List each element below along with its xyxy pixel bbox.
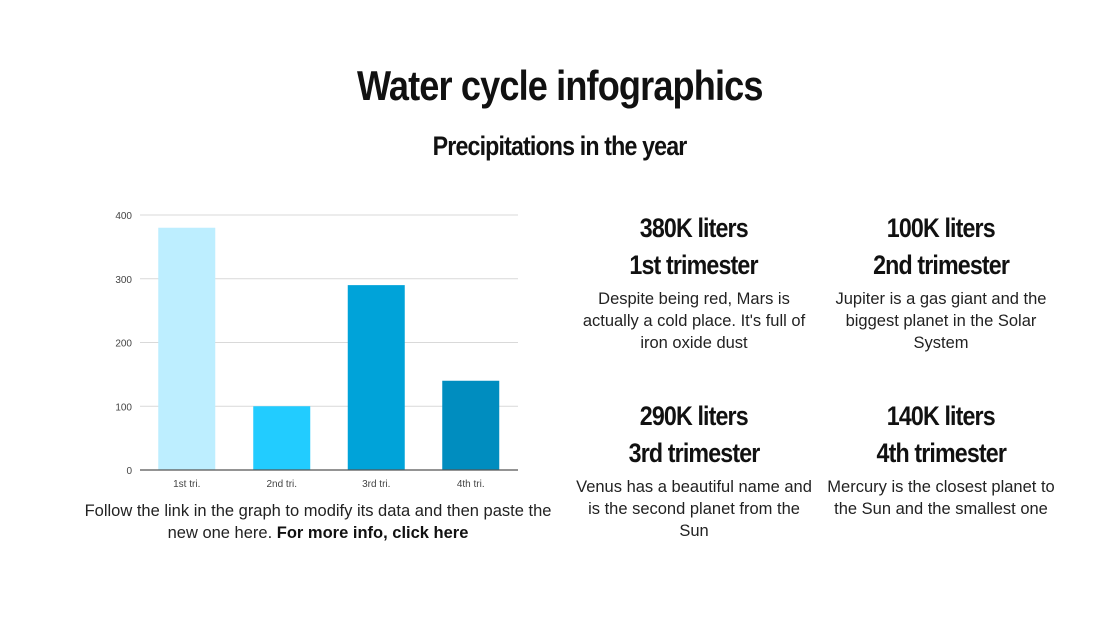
stat-description: Despite being red, Mars is actually a co… (582, 290, 806, 352)
bar[interactable] (347, 285, 405, 470)
stat-label: 4th trimester (876, 438, 1006, 468)
stat-label: 2nd trimester (873, 250, 1010, 280)
stat-value: 100K liters (886, 213, 996, 243)
y-tick-label: 300 (115, 275, 132, 286)
stat-label: 1st trimester (629, 250, 759, 280)
x-tick-label: 4th tri. (457, 479, 485, 490)
y-tick-label: 200 (115, 339, 132, 350)
y-tick-label: 100 (115, 402, 132, 413)
x-tick-label: 3rd tri. (362, 479, 390, 490)
chart-caption: Follow the link in the graph to modify i… (80, 500, 556, 544)
y-tick-label: 0 (126, 466, 132, 477)
stat-4th-trimester: 140K liters 4th trimester Mercury is the… (821, 398, 1061, 520)
y-tick-label: 400 (115, 211, 132, 222)
page-subtitle: Precipitations in the year (0, 131, 1120, 162)
page-title: Water cycle infographics (0, 62, 1120, 110)
stat-description: Mercury is the closest planet to the Sun… (827, 478, 1055, 518)
title-text: Water cycle infographics (357, 62, 763, 109)
subtitle-text: Precipitations in the year (433, 131, 688, 161)
stat-label: 3rd trimester (628, 438, 761, 468)
x-tick-label: 1st tri. (173, 479, 200, 490)
stat-description: Venus has a beautiful name and is the se… (576, 478, 812, 540)
stat-value: 140K liters (886, 401, 996, 431)
bar[interactable] (253, 406, 311, 470)
stat-2nd-trimester: 100K liters 2nd trimester Jupiter is a g… (821, 210, 1061, 354)
stat-value: 380K liters (639, 213, 749, 243)
bar[interactable] (158, 227, 216, 470)
caption-text: Follow the link in the graph to modify i… (84, 502, 552, 542)
x-tick-label: 2nd tri. (266, 479, 297, 490)
stat-1st-trimester: 380K liters 1st trimester Despite being … (574, 210, 814, 354)
more-info-link[interactable]: For more info, click here (276, 524, 469, 542)
stat-3rd-trimester: 290K liters 3rd trimester Venus has a be… (574, 398, 814, 542)
stat-description: Jupiter is a gas giant and the biggest p… (835, 290, 1047, 352)
bar[interactable] (442, 380, 500, 470)
stat-value: 290K liters (639, 401, 749, 431)
